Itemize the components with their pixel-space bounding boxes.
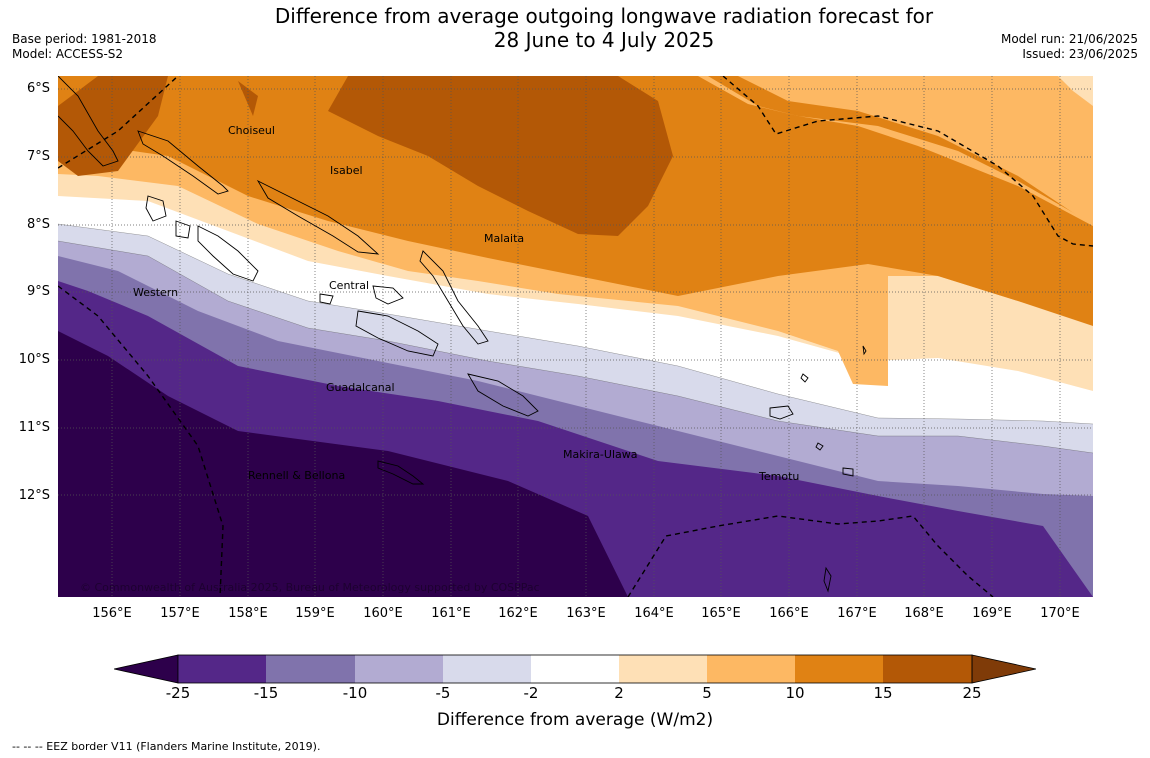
lat-label-9s: 9°S: [26, 284, 50, 299]
lon-label-170e: 170°E: [1040, 606, 1080, 621]
lon-label-169e: 169°E: [972, 606, 1012, 621]
colorbar-tick-neg10: -10: [342, 684, 368, 702]
colorbar-frame: [177, 654, 973, 684]
colorbar-tick-neg2: -2: [523, 684, 539, 702]
title-line-2: 28 June to 4 July 2025: [493, 28, 715, 52]
colorbar-segment-neg25-neg15: [178, 655, 266, 683]
colorbar-tick-neg25: -25: [165, 684, 191, 702]
island-new-georgia: [197, 225, 259, 282]
colorbar-segment-gt-25: [971, 654, 1036, 684]
colorbar-tick-5: 5: [702, 684, 712, 702]
eez-note: -- -- -- EEZ border V11 (Flanders Marine…: [12, 740, 321, 753]
label-malaita: Malaita: [484, 232, 524, 245]
region-labels: Choiseul Isabel Malaita Central Western …: [133, 124, 799, 483]
lon-label-160e: 160°E: [363, 606, 403, 621]
copyright-text: © Commonwealth of Australia 2025, Bureau…: [80, 581, 540, 594]
olr-anomaly-map: Choiseul Isabel Malaita Central Western …: [58, 76, 1093, 597]
map-title: Difference from average outgoing longwav…: [0, 4, 1150, 52]
title-line-1: Difference from average outgoing longwav…: [274, 4, 934, 28]
lon-label-167e: 167°E: [837, 606, 877, 621]
colorbar: [114, 654, 1036, 684]
colorbar-segment-lt-neg25: [114, 654, 179, 684]
island-small-2: [862, 345, 867, 356]
island-utupua: [815, 442, 824, 451]
island-choiseul: [137, 130, 229, 195]
band-p15-25-c: [238, 81, 258, 116]
colorbar-label: Difference from average (W/m2): [436, 710, 714, 730]
colorbar-segment-neg15-neg10: [266, 655, 355, 683]
island-makira: [467, 373, 539, 417]
label-makira-ulawa: Makira-Ulawa: [563, 448, 637, 461]
band-p15-25-b: [328, 76, 673, 236]
map-svg: Choiseul Isabel Malaita Central Western …: [58, 76, 1093, 597]
colorbar-tick-2: 2: [614, 684, 624, 702]
island-kolombangara: [175, 220, 191, 239]
island-vella: [145, 195, 167, 222]
lon-label-159e: 159°E: [295, 606, 335, 621]
colorbar-tick-25: 25: [962, 684, 982, 702]
colorbar-segment-p15-25: [883, 655, 972, 683]
lon-label-164e: 164°E: [634, 606, 674, 621]
colorbar-tick-neg5: -5: [435, 684, 451, 702]
colorbar-segment-neg2-2: [531, 655, 619, 683]
lon-label-168e: 168°E: [904, 606, 944, 621]
lon-label-162e: 162°E: [498, 606, 538, 621]
label-temotu: Temotu: [758, 470, 799, 483]
label-choiseul: Choiseul: [228, 124, 275, 137]
eez-borders: [58, 76, 1093, 597]
band-p15-25-a: [58, 76, 168, 176]
island-bougainville: [58, 76, 119, 167]
lat-label-8s: 8°S: [26, 217, 50, 232]
model-name: Model: ACCESS-S2: [12, 47, 124, 61]
issued-date: Issued: 23/06/2025: [1022, 47, 1138, 61]
band-p2-5-top-right: [1058, 76, 1093, 106]
island-guadalcanal: [355, 310, 439, 357]
label-western: Western: [133, 286, 178, 299]
lon-label-166e: 166°E: [769, 606, 809, 621]
label-isabel: Isabel: [330, 164, 363, 177]
contour-lines: [58, 223, 1093, 454]
band-p5-10-top-right: [738, 76, 1093, 226]
island-outlines: [58, 76, 867, 593]
lat-label-7s: 7°S: [26, 149, 50, 164]
island-santa-cruz: [769, 405, 794, 420]
label-guadalcanal: Guadalcanal: [326, 381, 395, 394]
label-rennell-bellona: Rennell & Bellona: [248, 469, 345, 482]
model-run: Model run: 21/06/2025: [1000, 32, 1138, 46]
model-info: Base period: 1981-2018 Model: ACCESS-S2: [12, 32, 157, 62]
colorbar-segment-neg10-neg5: [355, 655, 443, 683]
lat-label-10s: 10°S: [18, 352, 50, 367]
colorbar-tick-10: 10: [785, 684, 805, 702]
island-russell: [319, 293, 334, 305]
colorbar-segment-p5-10: [707, 655, 795, 683]
lat-label-6s: 6°S: [26, 81, 50, 96]
island-rennell: [377, 460, 425, 485]
base-period: Base period: 1981-2018: [12, 32, 157, 46]
island-isabel: [256, 179, 380, 255]
lon-label-165e: 165°E: [701, 606, 741, 621]
colorbar-segment-neg5-neg2: [443, 655, 531, 683]
lon-label-163e: 163°E: [566, 606, 606, 621]
island-small-3: [823, 566, 832, 593]
colorbar-tick-neg15: -15: [253, 684, 279, 702]
colorbar-tick-15: 15: [873, 684, 893, 702]
lon-label-158e: 158°E: [228, 606, 268, 621]
lon-label-156e: 156°E: [92, 606, 132, 621]
island-malaita: [419, 250, 489, 345]
label-central: Central: [329, 279, 369, 292]
colorbar-segment-p10-15: [795, 655, 883, 683]
island-small-1: [800, 373, 809, 383]
lat-label-11s: 11°S: [18, 420, 50, 435]
colorbar-segment-p2-5: [619, 655, 707, 683]
island-vanikoro: [842, 467, 854, 477]
lat-label-12s: 12°S: [18, 488, 50, 503]
run-info: Model run: 21/06/2025 Issued: 23/06/2025: [1001, 32, 1138, 62]
lon-label-161e: 161°E: [431, 606, 471, 621]
lon-label-157e: 157°E: [160, 606, 200, 621]
island-central-florida: [372, 285, 404, 305]
